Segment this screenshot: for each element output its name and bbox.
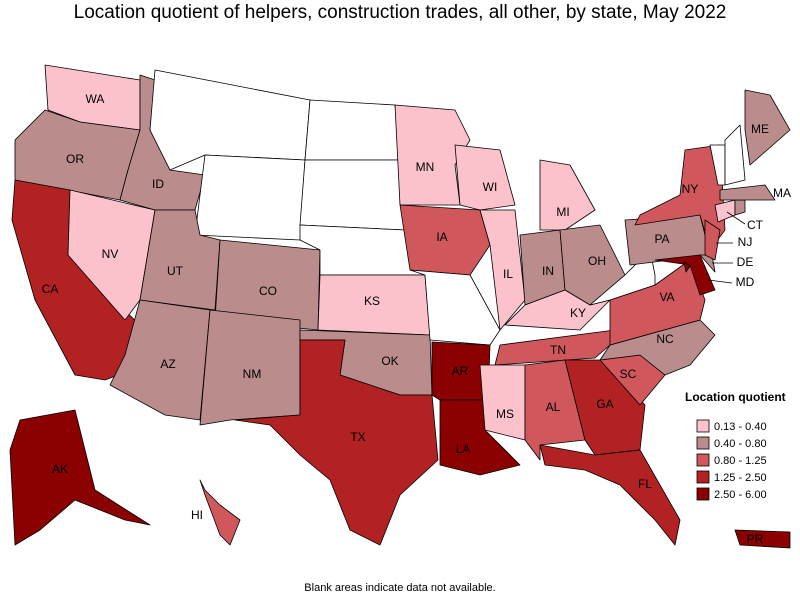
state-label: WA <box>86 92 105 106</box>
state-shape <box>479 364 526 441</box>
state-label: AZ <box>160 357 175 371</box>
state-label: FL <box>638 477 652 491</box>
state-shape <box>704 219 721 261</box>
state-shape <box>9 409 151 546</box>
state-label: MD <box>736 275 755 289</box>
state-label: GA <box>596 397 613 411</box>
state-shape <box>734 199 746 216</box>
state-label: AK <box>52 462 68 476</box>
state-label: DE <box>737 255 754 269</box>
state-label: CO <box>259 284 277 298</box>
legend-swatch <box>696 419 710 433</box>
state-label: AR <box>452 364 469 378</box>
state-shape <box>199 479 241 546</box>
state-shape <box>599 319 716 376</box>
state-shape <box>683 261 691 273</box>
state-label: HI <box>191 508 203 522</box>
state-shape <box>304 99 401 161</box>
legend-swatch <box>696 487 710 501</box>
state-shape <box>494 329 616 366</box>
state-label: KS <box>364 294 380 308</box>
state-label: NV <box>102 247 119 261</box>
state-label: IA <box>436 230 447 244</box>
state-label: OH <box>588 254 606 268</box>
state-label: PA <box>654 232 669 246</box>
state-shape <box>67 189 156 321</box>
state-label: ME <box>751 122 769 136</box>
state-label: IN <box>542 264 554 278</box>
state-label: TN <box>550 343 566 357</box>
note: Blank areas indicate data not available. <box>304 582 495 594</box>
state-label: PR <box>747 532 764 546</box>
state-label: NY <box>682 182 699 196</box>
legend-swatch <box>696 453 710 467</box>
state-shape <box>194 154 306 241</box>
legend-label: 1.25 - 2.50 <box>714 472 767 484</box>
state-label: LA <box>456 442 471 456</box>
state-shape <box>149 69 311 171</box>
state-label: OR <box>66 152 84 166</box>
state-label: MI <box>556 205 569 219</box>
state-label: SC <box>620 367 637 381</box>
legend-title: Location quotient <box>685 390 786 404</box>
legend-label: 0.40 - 0.80 <box>714 438 767 450</box>
state-shape <box>299 159 406 231</box>
state-label: VA <box>659 290 674 304</box>
state-label: WI <box>483 180 498 194</box>
state-label: MA <box>773 186 791 200</box>
state-label: CT <box>747 218 764 232</box>
state-shape <box>454 144 516 211</box>
state-shape <box>744 89 791 166</box>
state-label: MN <box>416 160 435 174</box>
map-title: Location quotient of helpers, constructi… <box>74 2 727 23</box>
state-label: MS <box>496 407 514 421</box>
state-label: KY <box>570 306 586 320</box>
state-label: UT <box>167 264 184 278</box>
state-shape <box>734 529 791 549</box>
leader-line <box>707 279 733 284</box>
state-shape <box>479 209 526 331</box>
state-label: ID <box>152 177 164 191</box>
legend-label: 0.13 - 0.40 <box>714 421 767 433</box>
state-shape <box>724 124 746 186</box>
state-label: NJ <box>738 235 753 249</box>
legend-swatch <box>696 470 710 484</box>
state-label: CA <box>42 282 59 296</box>
legend-label: 0.80 - 1.25 <box>714 455 767 467</box>
state-label: TX <box>350 430 365 444</box>
legend-label: 2.50 - 6.00 <box>714 489 767 501</box>
state-shape <box>719 184 776 201</box>
state-shape <box>634 144 726 251</box>
state-label: IL <box>503 267 513 281</box>
legend-swatch <box>696 436 710 450</box>
state-label: OK <box>381 354 398 368</box>
state-label: NC <box>656 332 674 346</box>
leader-line <box>726 211 746 225</box>
state-shape <box>539 159 596 231</box>
state-shape <box>399 204 491 276</box>
state-shape <box>234 339 439 546</box>
state-label: NM <box>243 367 262 381</box>
state-label: AL <box>546 400 561 414</box>
state-shape <box>539 444 681 546</box>
